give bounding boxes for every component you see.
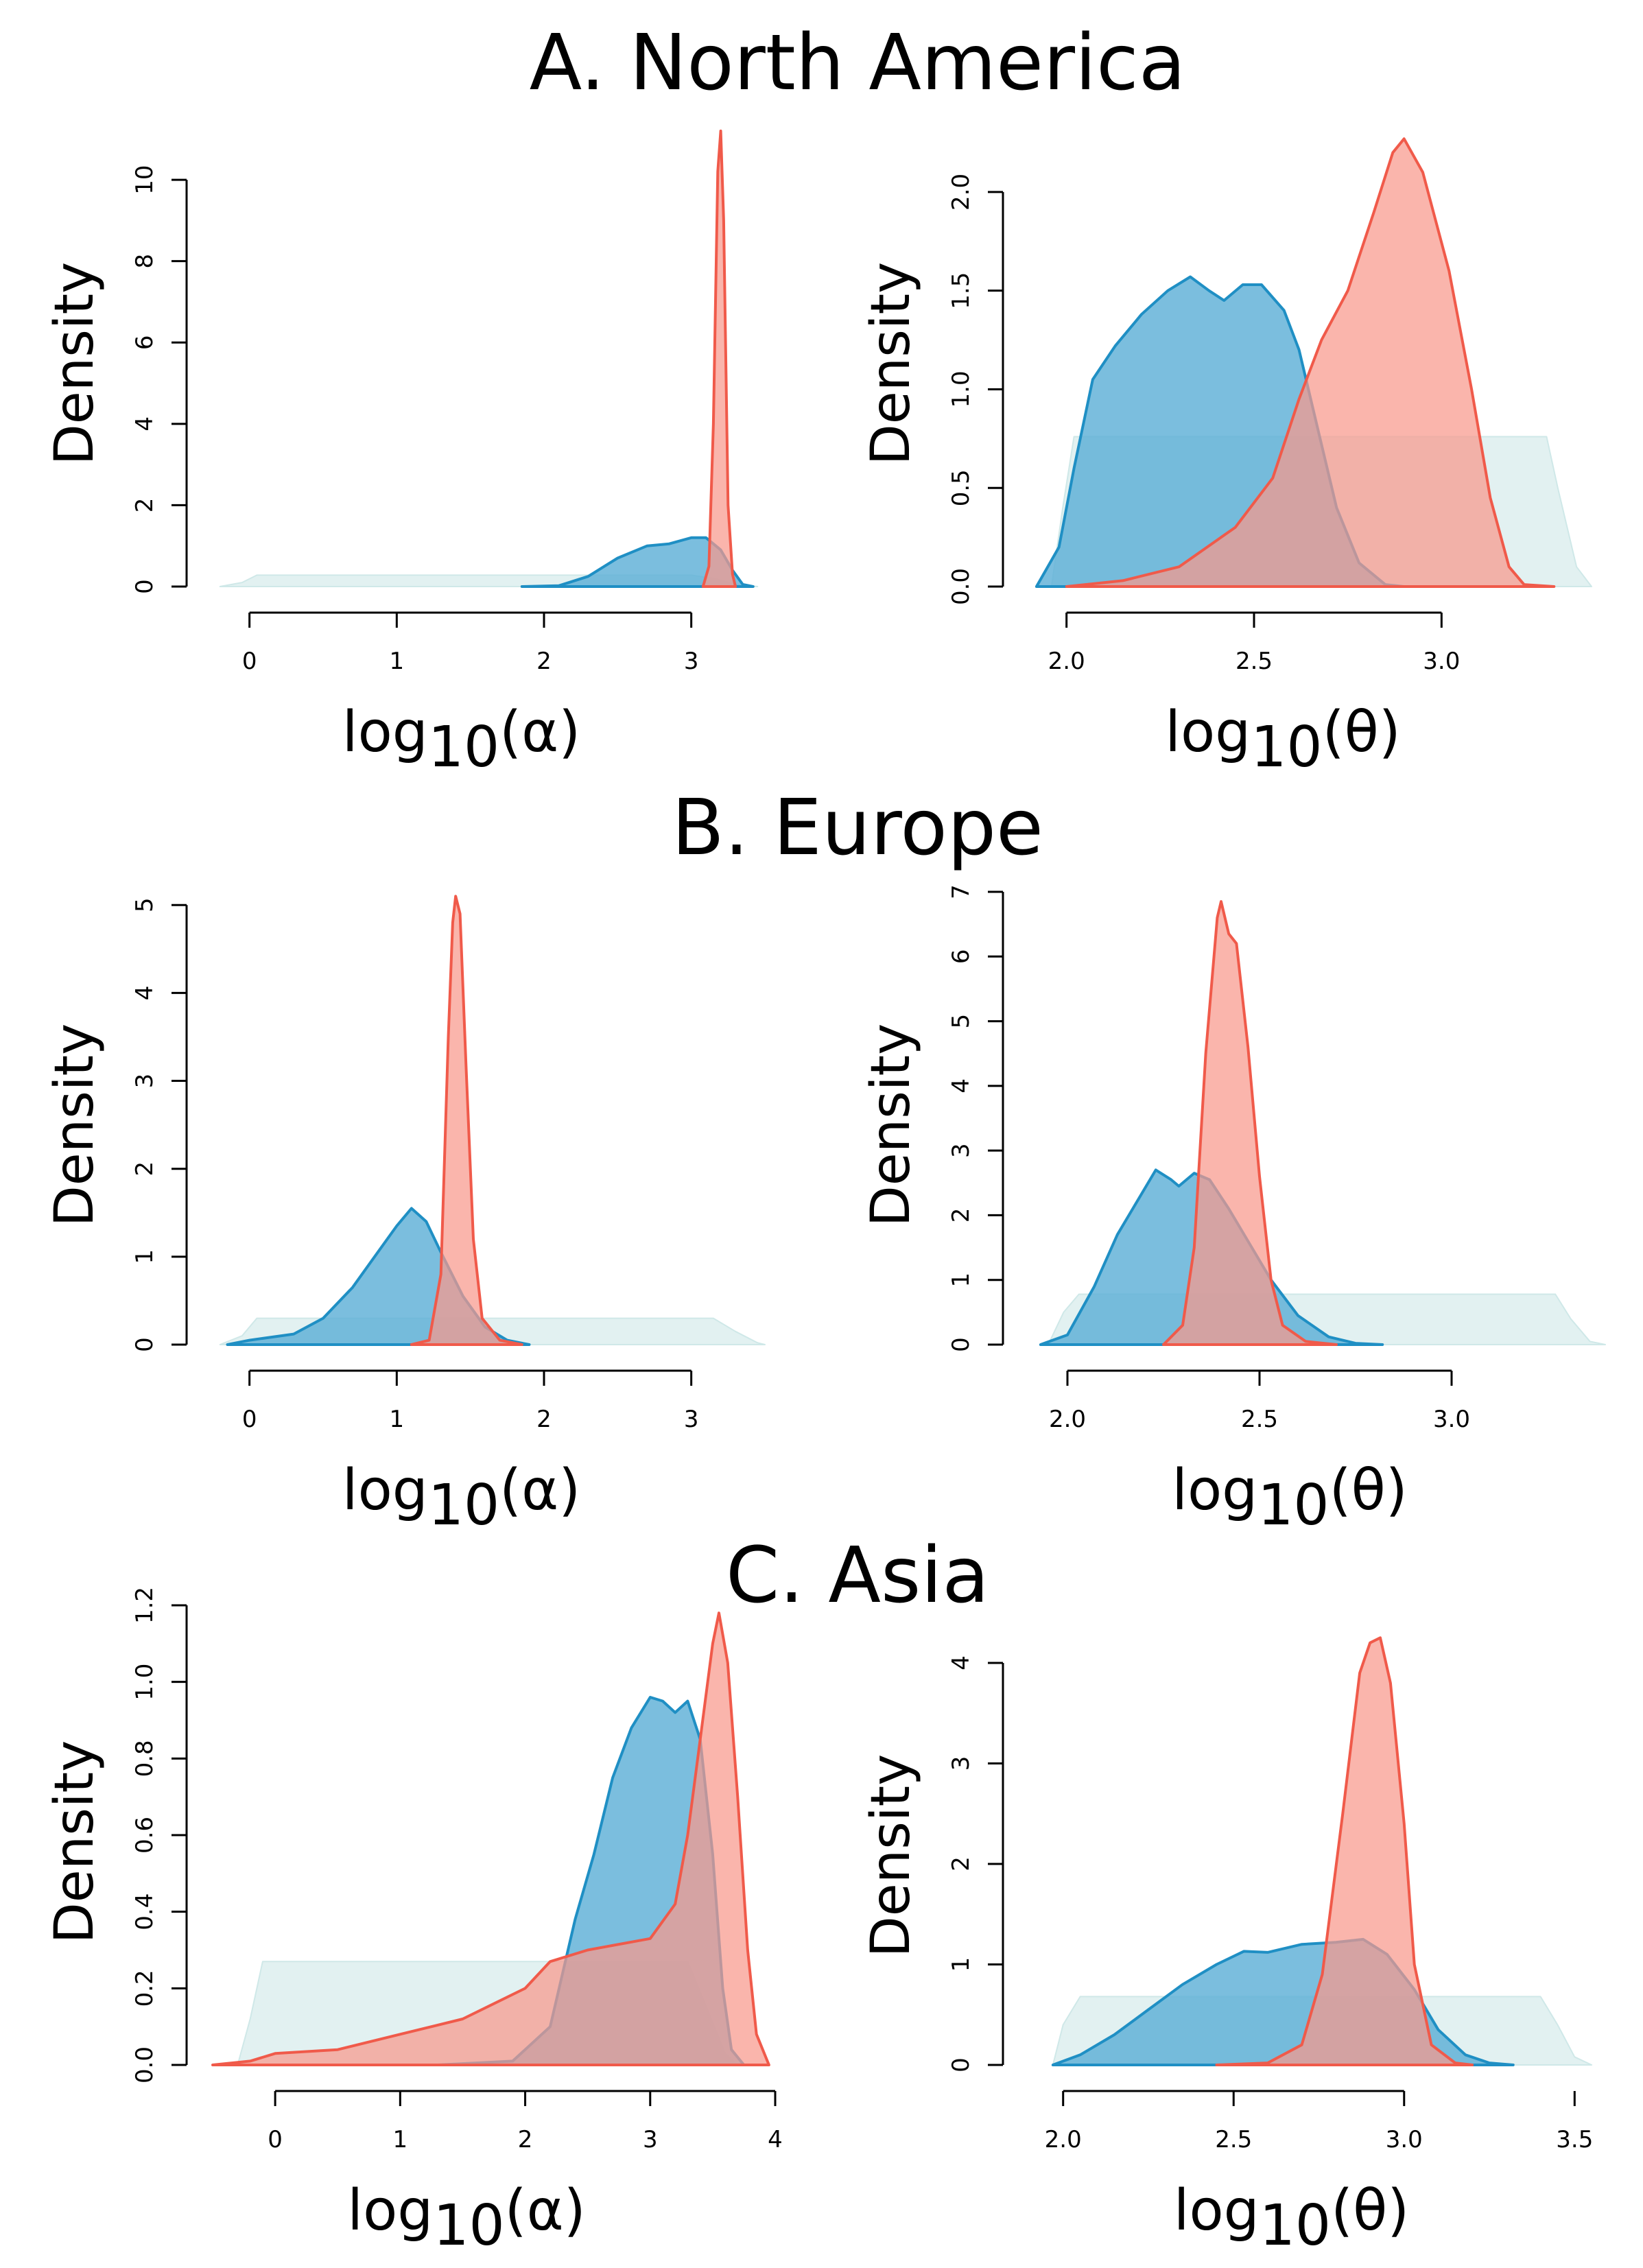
y-tick-label: 1.0 (131, 1664, 158, 1701)
x-axis-label: log10(α) (347, 2178, 585, 2258)
x-tick-label: 3.0 (1386, 2126, 1423, 2153)
y-tick-label: 6 (947, 949, 975, 964)
y-tick-label: 10 (131, 165, 158, 194)
y-axis-label: Density (44, 1024, 106, 1227)
density-posterior-red (701, 129, 737, 588)
x-axis-label: log10(θ) (1174, 2178, 1410, 2258)
y-tick-label: 2 (131, 498, 158, 513)
y-tick-label: 2 (947, 1856, 975, 1871)
y-tick-label: 1.5 (947, 272, 975, 309)
x-tick-label: 2.0 (1049, 1406, 1086, 1433)
x-tick-label: 3 (684, 648, 699, 675)
x-tick-label: 2 (536, 648, 552, 675)
y-tick-label: 3 (947, 1756, 975, 1771)
y-tick-label: 0.4 (131, 1893, 158, 1930)
x-tick-label: 0 (242, 1406, 257, 1433)
y-tick-label: 5 (131, 897, 158, 912)
x-tick-label: 4 (768, 2126, 783, 2153)
density-posterior-red (1215, 1636, 1474, 2066)
y-tick-label: 1.2 (131, 1587, 158, 1624)
x-axis-label: log10(α) (342, 700, 580, 780)
y-tick-label: 0.0 (947, 568, 975, 605)
y-tick-label: 0 (947, 2057, 975, 2072)
section-title-north-america: A. North America (530, 19, 1186, 108)
y-tick-label: 5 (947, 1014, 975, 1029)
x-tick-label: 2.0 (1045, 2126, 1082, 2153)
x-tick-label: 3.0 (1433, 1406, 1470, 1433)
y-tick-label: 0.6 (131, 1817, 158, 1854)
x-tick-label: 2.5 (1241, 1406, 1278, 1433)
x-tick-label: 3.0 (1423, 648, 1460, 675)
panel-1-north-america-right: 2.0 2.5 3.0 0.0 0.5 1.0 1.5 2.0 Density log10(θ) (860, 137, 1592, 780)
panel-2-europe-left: 0 1 2 3 0 1 2 3 4 5 Density log10(α) (44, 895, 766, 1538)
x-tick-label: 3 (643, 2126, 658, 2153)
y-tick-label: 7 (947, 884, 975, 899)
y-axis-label: Density (44, 1740, 106, 1944)
y-tick-label: 4 (131, 416, 158, 432)
x-tick-label: 1 (390, 1406, 405, 1433)
y-tick-label: 0 (947, 1337, 975, 1352)
density-posterior-blue (520, 536, 755, 588)
x-tick-label: 2.5 (1215, 2126, 1252, 2153)
y-tick-label: 1 (131, 1249, 158, 1264)
x-tick-label: 3.5 (1556, 2126, 1593, 2153)
y-tick-label: 0.2 (131, 1970, 158, 2007)
y-tick-label: 2 (947, 1208, 975, 1223)
y-tick-label: 1 (947, 1273, 975, 1288)
y-axis-label: Density (860, 1754, 922, 1958)
section-title-europe: B. Europe (672, 783, 1043, 873)
y-tick-label: 8 (131, 254, 158, 269)
y-tick-label: 4 (947, 1655, 975, 1670)
y-tick-label: 3 (947, 1143, 975, 1158)
y-tick-label: 2.0 (947, 174, 975, 211)
x-tick-label: 3 (684, 1406, 699, 1433)
density-posterior-red (410, 895, 523, 1346)
y-axis-label: Density (860, 1024, 922, 1227)
x-tick-label: 1 (390, 648, 405, 675)
panel-0-north-america-left: 0 1 2 3 0 2 4 6 8 10 Density log10(α) (44, 129, 759, 780)
y-tick-label: 1 (947, 1957, 975, 1972)
y-tick-label: 1.0 (947, 370, 975, 407)
x-tick-label: 2 (518, 2126, 533, 2153)
y-tick-label: 0 (131, 579, 158, 594)
y-tick-label: 0 (131, 1337, 158, 1352)
y-tick-label: 6 (131, 335, 158, 350)
x-axis-label: log10(θ) (1172, 1458, 1408, 1538)
y-tick-label: 2 (131, 1161, 158, 1177)
x-tick-label: 2.0 (1048, 648, 1085, 675)
y-tick-label: 3 (131, 1074, 158, 1089)
y-tick-label: 4 (131, 986, 158, 1001)
x-tick-label: 2 (536, 1406, 552, 1433)
y-tick-label: 0.5 (947, 469, 975, 506)
panel-4-asia-left: 0 1 2 3 4 0.0 0.2 0.4 0.6 0.8 1.0 1.2 Density log10(α… (44, 1587, 783, 2258)
density-posterior-red (211, 1611, 770, 2066)
x-axis-label: log10(θ) (1165, 700, 1401, 780)
panel-5-asia-right: 2.0 2.5 3.0 3.5 0 1 2 3 4 Density log10(θ) (860, 1636, 1593, 2258)
x-tick-label: 1 (393, 2126, 408, 2153)
x-tick-label: 0 (242, 648, 257, 675)
y-tick-label: 4 (947, 1078, 975, 1094)
y-tick-label: 0.0 (131, 2046, 158, 2083)
x-axis-label: log10(α) (342, 1458, 580, 1538)
density-posterior-red (1162, 900, 1338, 1346)
x-tick-label: 0 (268, 2126, 283, 2153)
y-axis-label: Density (44, 262, 106, 466)
y-axis-label: Density (860, 262, 922, 466)
y-tick-label: 0.8 (131, 1740, 158, 1777)
density-posterior-red (1065, 137, 1556, 588)
panel-3-europe-right: 2.0 2.5 3.0 0 1 2 3 4 5 6 7 Density log10(θ) (860, 884, 1606, 1538)
x-tick-label: 2.5 (1236, 648, 1273, 675)
section-title-asia: C. Asia (726, 1531, 989, 1620)
